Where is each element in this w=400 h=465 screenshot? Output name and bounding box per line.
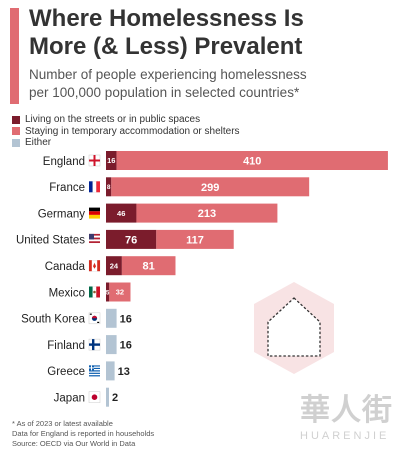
legend-item-either: Either bbox=[12, 137, 240, 148]
title-accent-bar bbox=[10, 8, 19, 104]
legend-swatch-either bbox=[12, 138, 20, 147]
bar-temporary-canada bbox=[121, 256, 176, 276]
category-label-england: England bbox=[43, 156, 85, 168]
legend-swatch-streets bbox=[12, 115, 20, 124]
flag-greece-icon bbox=[89, 365, 100, 377]
bar-either-finland bbox=[106, 335, 117, 355]
flag-finland-icon bbox=[88, 338, 101, 351]
watermark-latin: HUARENJIE bbox=[300, 430, 390, 442]
house-outline bbox=[267, 297, 321, 357]
chart-title-line-2: More (& Less) Prevalent bbox=[29, 33, 303, 60]
flag-mexico-icon bbox=[89, 286, 100, 298]
value-label-streets-mexico: 5 bbox=[106, 289, 110, 296]
flag-germany-icon bbox=[89, 207, 100, 219]
legend-label-streets: Living on the streets or in public space… bbox=[25, 114, 201, 125]
value-label-either-greece: 13 bbox=[118, 366, 130, 378]
flag-south-korea-icon bbox=[88, 312, 101, 325]
value-label-either-japan: 2 bbox=[112, 392, 118, 404]
footnote-england: Data for England is reported in househol… bbox=[12, 429, 155, 438]
house-icon bbox=[254, 282, 334, 374]
flag-england-icon bbox=[88, 154, 101, 167]
bar-temporary-england bbox=[116, 151, 388, 170]
flag-usa-icon bbox=[89, 233, 100, 245]
value-label-streets-canada: 24 bbox=[110, 261, 119, 270]
legend-item-streets: Living on the streets or in public space… bbox=[12, 114, 240, 125]
bar-streets-england bbox=[106, 151, 117, 170]
flag-france-icon bbox=[89, 181, 100, 193]
bar-temporary-france bbox=[111, 177, 310, 197]
legend: Living on the streets or in public space… bbox=[12, 114, 240, 149]
category-label-canada: Canada bbox=[45, 261, 86, 273]
value-label-streets-germany: 46 bbox=[117, 209, 125, 218]
category-label-south-korea: South Korea bbox=[21, 314, 86, 326]
bar-streets-mexico bbox=[106, 282, 110, 302]
value-label-streets-united-states: 76 bbox=[125, 234, 137, 246]
value-label-temporary-united-states: 117 bbox=[186, 234, 204, 246]
bar-temporary-mexico bbox=[109, 282, 131, 302]
chart-title: Where Homelessness Is More (& Less) Prev… bbox=[29, 5, 394, 61]
category-label-united-states: United States bbox=[16, 235, 85, 247]
flag-japan-icon bbox=[88, 391, 101, 403]
value-label-streets-france: 8 bbox=[107, 184, 111, 191]
value-label-temporary-england: 410 bbox=[243, 155, 261, 167]
bar-streets-united-states bbox=[106, 229, 157, 249]
category-label-japan: Japan bbox=[54, 393, 85, 405]
bar-streets-france bbox=[106, 177, 112, 197]
value-label-either-south-korea: 16 bbox=[120, 313, 132, 325]
category-label-germany: Germany bbox=[38, 208, 86, 220]
chart-subtitle-line-1: Number of people experiencing homelessne… bbox=[29, 67, 307, 82]
legend-item-temporary: Staying in temporary accommodation or sh… bbox=[12, 126, 240, 137]
category-label-finland: Finland bbox=[47, 340, 85, 352]
category-label-greece: Greece bbox=[47, 366, 85, 378]
value-label-temporary-mexico: 32 bbox=[116, 288, 124, 297]
legend-label-temporary: Staying in temporary accommodation or sh… bbox=[25, 125, 240, 137]
chart-title-line-1: Where Homelessness Is bbox=[29, 5, 304, 32]
value-label-temporary-germany: 213 bbox=[198, 208, 216, 220]
value-label-streets-england: 16 bbox=[107, 156, 115, 165]
bar-streets-canada bbox=[106, 256, 122, 276]
value-label-temporary-canada: 81 bbox=[143, 261, 155, 273]
value-label-either-finland: 16 bbox=[120, 340, 132, 352]
bar-temporary-germany bbox=[136, 203, 278, 223]
chart-subtitle: Number of people experiencing homelessne… bbox=[29, 66, 394, 102]
value-label-temporary-france: 299 bbox=[201, 182, 219, 194]
category-label-france: France bbox=[49, 182, 85, 194]
footnote-as-of: * As of 2023 or latest available bbox=[12, 419, 113, 428]
category-label-mexico: Mexico bbox=[49, 287, 85, 299]
chart-subtitle-line-2: per 100,000 population in selected count… bbox=[29, 85, 300, 100]
footnote: * As of 2023 or latest available Data fo… bbox=[12, 419, 154, 449]
bar-either-japan bbox=[106, 387, 109, 407]
bar-either-south-korea bbox=[106, 308, 117, 328]
bar-streets-germany bbox=[106, 203, 137, 223]
bar-temporary-united-states bbox=[156, 229, 234, 249]
bar-either-greece bbox=[106, 361, 115, 381]
footnote-source: Source: OECD via Our World in Data bbox=[12, 439, 136, 448]
legend-swatch-temporary bbox=[12, 127, 20, 135]
legend-label-either: Either bbox=[25, 137, 52, 148]
flag-canada-icon bbox=[88, 259, 101, 272]
